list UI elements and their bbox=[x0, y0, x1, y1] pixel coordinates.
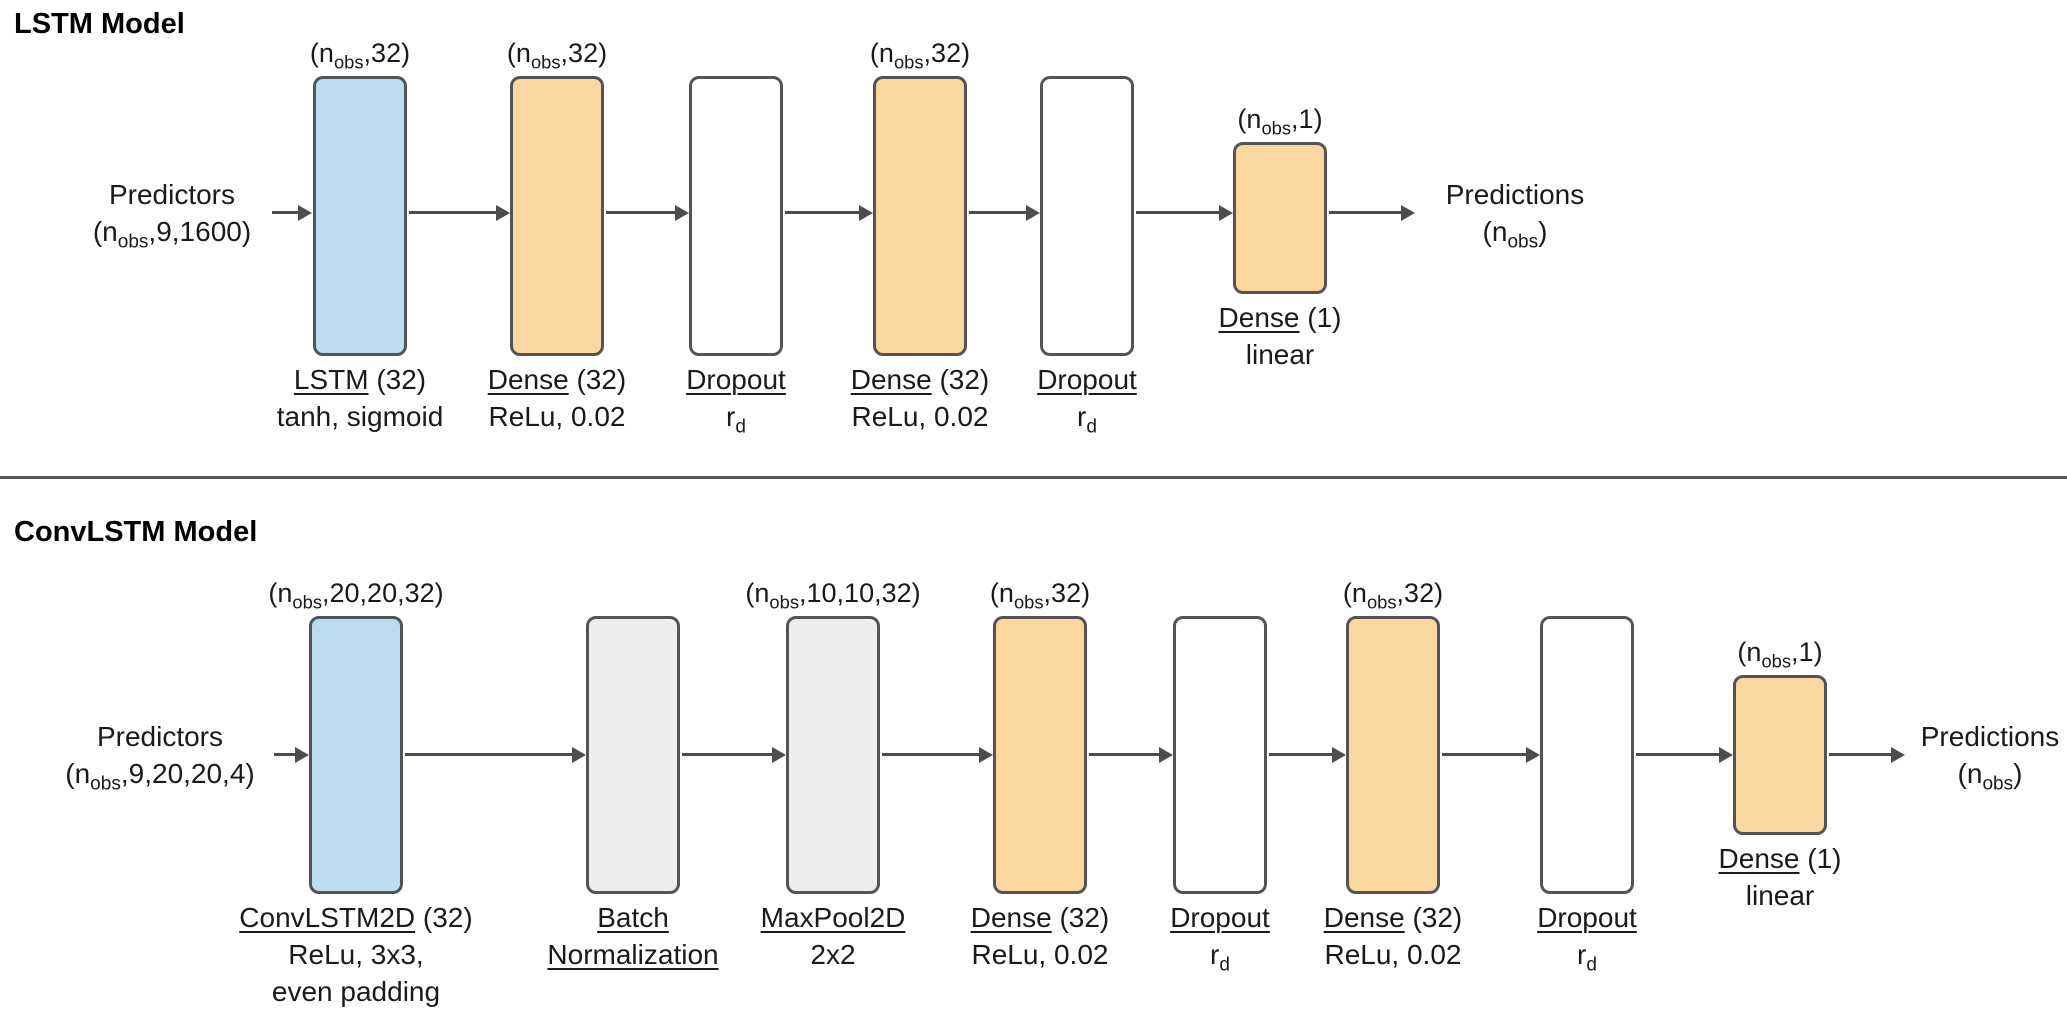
flow-arrow bbox=[1089, 753, 1159, 756]
predictors-shape: (nobs,9,20,20,4) bbox=[65, 758, 255, 795]
lstm-layer: (nobs,32) LSTM (32) tanh, sigmoid bbox=[277, 38, 444, 432]
tensor-shape-label: (nobs,32) bbox=[869, 38, 971, 73]
dense-box bbox=[510, 76, 604, 356]
convlstm-model-title: ConvLSTM Model bbox=[14, 516, 258, 548]
dropout-box bbox=[1173, 616, 1267, 894]
dense-layer-caption: Dense (32) ReLu, 0.02 bbox=[970, 902, 1110, 970]
flow-arrow bbox=[272, 211, 298, 214]
dropout-layer-2: Dropout rd bbox=[1037, 76, 1137, 437]
predictions-shape: (nobs) bbox=[1482, 216, 1548, 253]
dense-box bbox=[1733, 675, 1827, 835]
flow-arrow bbox=[1329, 211, 1401, 214]
dense-box bbox=[993, 616, 1087, 894]
predictions-text: Predictions bbox=[1445, 179, 1585, 210]
dropout-box bbox=[1540, 616, 1634, 894]
dense-layer-caption: Dense (32) ReLu, 0.02 bbox=[1323, 902, 1463, 970]
dropout-box bbox=[689, 76, 783, 356]
predictors-shape: (nobs,9,1600) bbox=[92, 216, 252, 253]
flow-arrow bbox=[682, 753, 772, 756]
dense-layer-2: (nobs,32) Dense (32) ReLu, 0.02 bbox=[851, 38, 990, 432]
flow-arrow bbox=[969, 211, 1026, 214]
tensor-shape-label: (nobs,1) bbox=[1737, 637, 1823, 672]
flow-arrow bbox=[409, 211, 496, 214]
flow-arrow bbox=[1636, 753, 1719, 756]
maxpool2d-box bbox=[786, 616, 880, 894]
tensor-shape-label: (nobs,32) bbox=[309, 38, 411, 73]
dropout-layer-caption: Dropout rd bbox=[1170, 902, 1270, 976]
tensor-shape-label: (nobs,32) bbox=[989, 578, 1091, 613]
lstm-layer-caption: LSTM (32) tanh, sigmoid bbox=[276, 364, 444, 432]
flow-arrow bbox=[785, 211, 859, 214]
dropout-layer-caption: Dropout rd bbox=[686, 364, 786, 438]
predictors-text: Predictors bbox=[108, 179, 236, 210]
dense-layer-1: (nobs,32) Dense (32) ReLu, 0.02 bbox=[488, 38, 627, 432]
predictions-text: Predictions bbox=[1920, 721, 2060, 752]
flow-arrow bbox=[1269, 753, 1332, 756]
maxpool2d-caption: MaxPool2D 2x2 bbox=[760, 902, 906, 970]
dropout-layer-1: Dropout rd bbox=[686, 76, 786, 437]
lstm-predictions-label: Predictions (nobs) bbox=[1445, 176, 1585, 253]
lstm-model-title: LSTM Model bbox=[14, 8, 185, 40]
flow-arrow bbox=[882, 753, 979, 756]
predictors-text: Predictors bbox=[96, 721, 224, 752]
convlstm2d-box bbox=[309, 616, 403, 894]
dropout-layer-1: Dropout rd bbox=[1170, 616, 1270, 975]
flow-arrow bbox=[1829, 753, 1891, 756]
dense-layer-1: (nobs,32) Dense (32) ReLu, 0.02 bbox=[971, 578, 1110, 970]
convlstm-predictors-label: Predictors (nobs,9,20,20,4) bbox=[65, 718, 255, 795]
dense-box bbox=[1233, 142, 1327, 294]
dropout-layer-caption: Dropout rd bbox=[1037, 364, 1137, 438]
dense-box bbox=[1346, 616, 1440, 894]
predictions-shape: (nobs) bbox=[1957, 758, 2023, 795]
tensor-shape-label: (nobs,32) bbox=[506, 38, 608, 73]
tensor-shape-label: (nobs,1) bbox=[1237, 104, 1323, 139]
tensor-shape-label: (nobs,20,20,32) bbox=[268, 578, 444, 613]
dense-layer-caption: Dense (32) ReLu, 0.02 bbox=[850, 364, 990, 432]
convlstm2d-caption: ConvLSTM2D (32) ReLu, 3x3, even padding bbox=[239, 902, 473, 1007]
tensor-shape-label: (nobs,10,10,32) bbox=[745, 578, 921, 613]
tensor-shape-label: (nobs,32) bbox=[1342, 578, 1444, 613]
dense-output-layer: (nobs,1) Dense (1) linear bbox=[1719, 637, 1842, 911]
batchnorm-layer: Batch Normalization bbox=[547, 616, 719, 970]
flow-arrow bbox=[274, 753, 295, 756]
flow-arrow bbox=[1442, 753, 1526, 756]
dense-box bbox=[873, 76, 967, 356]
convlstm2d-layer: (nobs,20,20,32) ConvLSTM2D (32) ReLu, 3x… bbox=[239, 578, 472, 1007]
dense-output-layer: (nobs,1) Dense (1) linear bbox=[1219, 104, 1342, 370]
dropout-layer-2: Dropout rd bbox=[1537, 616, 1637, 975]
dense-layer-caption: Dense (32) ReLu, 0.02 bbox=[487, 364, 627, 432]
convlstm-predictions-label: Predictions (nobs) bbox=[1920, 718, 2060, 795]
dropout-box bbox=[1040, 76, 1134, 356]
flow-arrow bbox=[606, 211, 675, 214]
batchnorm-caption: Batch Normalization bbox=[547, 902, 719, 970]
dense-layer-2: (nobs,32) Dense (32) ReLu, 0.02 bbox=[1324, 578, 1463, 970]
flow-arrow bbox=[405, 753, 572, 756]
dropout-layer-caption: Dropout rd bbox=[1537, 902, 1637, 976]
maxpool2d-layer: (nobs,10,10,32) MaxPool2D 2x2 bbox=[745, 578, 920, 970]
flow-arrow bbox=[1136, 211, 1219, 214]
lstm-predictors-label: Predictors (nobs,9,1600) bbox=[92, 176, 252, 253]
lstm-box bbox=[313, 76, 407, 356]
dense-output-caption: Dense (1) linear bbox=[1718, 843, 1842, 911]
section-divider bbox=[0, 476, 2067, 479]
batchnorm-box bbox=[586, 616, 680, 894]
dense-output-caption: Dense (1) linear bbox=[1218, 302, 1342, 370]
